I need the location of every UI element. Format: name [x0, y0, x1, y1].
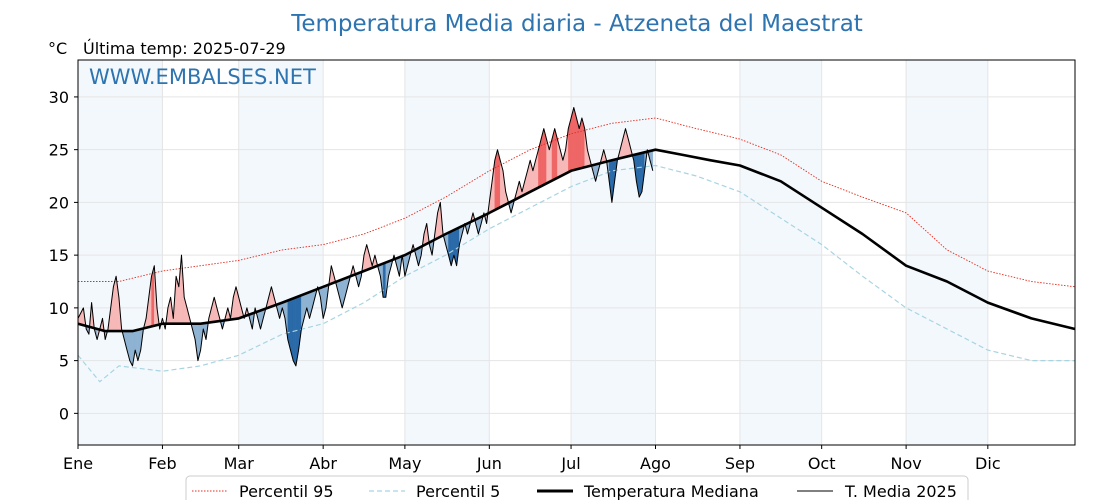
month-shade — [739, 60, 822, 445]
watermark: WWW.EMBALSES.NET — [89, 65, 316, 89]
x-tick-label: Abr — [309, 454, 337, 473]
gridlines — [77, 60, 1075, 445]
x-axis: Ene Feb Mar Abr May Jun Jul Ago Sep Oct Nov Dic — [63, 445, 1001, 473]
x-tick-label: Ago — [640, 454, 671, 473]
deviation-fill-segment — [382, 262, 387, 298]
y-tick-label: 15 — [49, 246, 69, 265]
x-tick-label: May — [388, 454, 421, 473]
legend-label-year: T. Media 2025 — [844, 482, 957, 500]
x-tick-label: Dic — [975, 454, 1001, 473]
y-tick-label: 20 — [49, 193, 69, 212]
unit-label: °C — [48, 39, 67, 58]
chart-title: Temperatura Media diaria - Atzeneta del … — [290, 11, 863, 37]
x-tick-label: Jul — [560, 454, 580, 473]
y-tick-label: 30 — [49, 88, 69, 107]
y-tick-label: 10 — [49, 299, 69, 318]
y-tick-label: 0 — [59, 404, 69, 423]
legend-label-p95: Percentil 95 — [239, 482, 334, 500]
series-line-percentil-5 — [77, 164, 1075, 383]
month-shade — [571, 60, 656, 445]
x-tick-label: Ene — [63, 454, 93, 473]
y-tick-label: 25 — [49, 141, 69, 160]
series-lines — [77, 107, 1076, 383]
month-shading — [78, 60, 988, 445]
y-tick-label: 5 — [59, 352, 69, 371]
y-axis: 0 5 10 15 20 25 30 — [49, 88, 78, 423]
plot-frame — [77, 59, 1076, 446]
x-tick-label: Jun — [476, 454, 502, 473]
month-shade — [906, 60, 988, 445]
series-line-percentil-95 — [78, 117, 1076, 288]
legend-label-median: Temperatura Mediana — [583, 482, 759, 500]
x-tick-label: Oct — [808, 454, 836, 473]
x-tick-label: Feb — [148, 454, 176, 473]
legend-box — [185, 475, 969, 500]
legend: Percentil 95 Percentil 5 Temperatura Med… — [185, 475, 969, 500]
series-line-mediana — [77, 148, 1076, 333]
deviation-fill-segment — [638, 152, 643, 198]
month-shade — [238, 60, 324, 445]
x-tick-label: Mar — [224, 454, 255, 473]
legend-label-p5: Percentil 5 — [416, 482, 500, 500]
x-tick-label: Nov — [890, 454, 921, 473]
last-temp-label: Última temp: 2025-07-29 — [83, 39, 286, 58]
month-shade — [78, 60, 163, 445]
x-tick-label: Sep — [725, 454, 755, 473]
series-line-media-2025 — [77, 107, 654, 367]
